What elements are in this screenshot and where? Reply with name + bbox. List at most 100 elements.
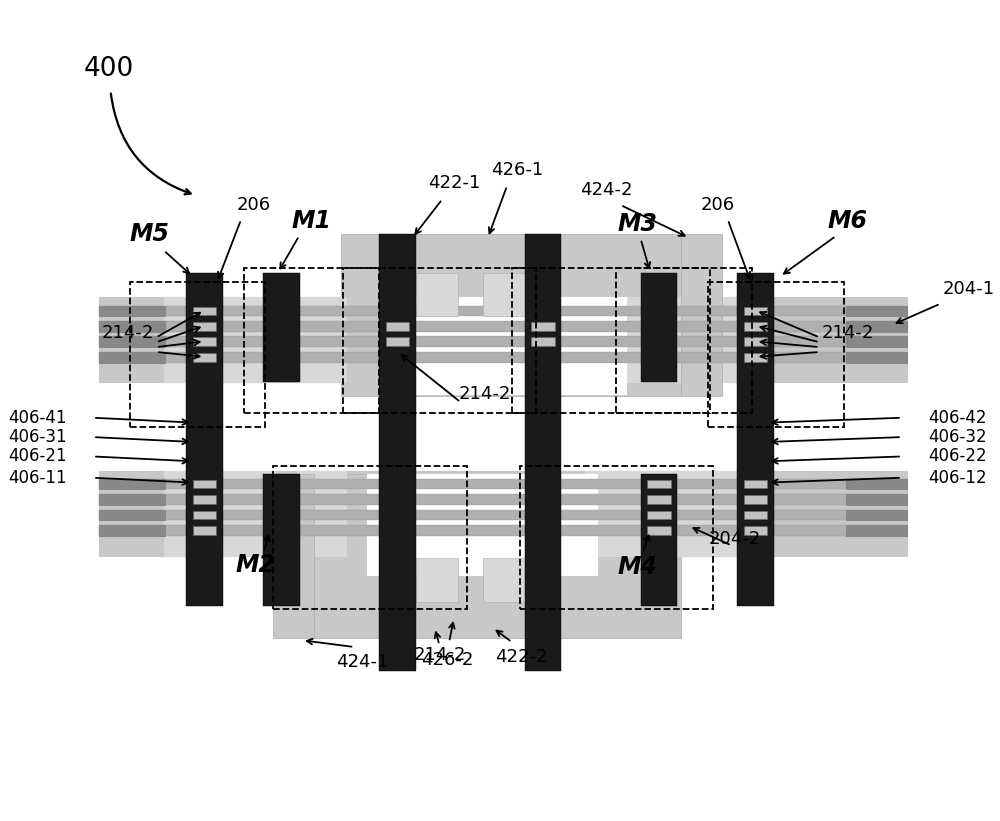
- Bar: [367, 474, 597, 576]
- Text: M5: M5: [129, 222, 169, 246]
- Bar: [638, 297, 749, 382]
- Bar: [193, 511, 216, 520]
- Bar: [99, 471, 907, 556]
- Text: 214-2: 214-2: [459, 384, 511, 402]
- Text: 214-2: 214-2: [413, 646, 466, 663]
- Bar: [531, 322, 555, 331]
- Bar: [846, 305, 907, 316]
- Bar: [99, 321, 907, 332]
- Text: 424-1: 424-1: [336, 653, 388, 671]
- Text: 406-12: 406-12: [928, 469, 987, 487]
- Bar: [846, 525, 907, 536]
- Bar: [99, 297, 907, 382]
- Text: 400: 400: [83, 57, 134, 82]
- Bar: [379, 234, 416, 672]
- Text: 406-42: 406-42: [928, 409, 986, 427]
- Bar: [343, 268, 536, 413]
- Bar: [585, 471, 641, 556]
- Bar: [273, 466, 467, 609]
- Bar: [744, 495, 767, 504]
- Bar: [846, 321, 907, 332]
- Bar: [99, 510, 907, 521]
- Bar: [512, 268, 710, 413]
- Text: 422-1: 422-1: [428, 174, 480, 191]
- Bar: [520, 466, 713, 609]
- Bar: [99, 494, 907, 505]
- Bar: [396, 297, 626, 393]
- Text: 426-1: 426-1: [491, 161, 543, 179]
- Text: 426-2: 426-2: [421, 650, 473, 668]
- Bar: [744, 479, 767, 488]
- Bar: [99, 352, 165, 363]
- Bar: [164, 471, 275, 556]
- Text: 406-22: 406-22: [928, 447, 987, 466]
- Bar: [244, 268, 379, 413]
- Bar: [193, 526, 216, 534]
- Bar: [416, 273, 458, 316]
- Text: 206: 206: [701, 196, 735, 214]
- Text: M3: M3: [618, 213, 658, 236]
- Text: 406-11: 406-11: [8, 469, 67, 487]
- Bar: [99, 525, 907, 536]
- Bar: [312, 474, 681, 638]
- Bar: [846, 479, 907, 489]
- Bar: [99, 337, 907, 347]
- Bar: [263, 474, 300, 607]
- Bar: [483, 273, 525, 316]
- Bar: [297, 297, 346, 382]
- Bar: [193, 322, 216, 331]
- Bar: [681, 234, 722, 397]
- Bar: [193, 306, 216, 315]
- Text: 406-31: 406-31: [8, 428, 67, 446]
- Bar: [616, 268, 752, 413]
- Bar: [744, 337, 767, 346]
- Bar: [647, 495, 671, 504]
- Text: 406-41: 406-41: [8, 409, 67, 427]
- Text: M1: M1: [292, 209, 332, 233]
- Bar: [386, 337, 409, 346]
- Text: 204-1: 204-1: [942, 280, 995, 298]
- Bar: [130, 282, 265, 428]
- Bar: [846, 352, 907, 363]
- Bar: [297, 471, 346, 556]
- Bar: [744, 322, 767, 331]
- Bar: [641, 474, 677, 607]
- Bar: [744, 526, 767, 534]
- Bar: [263, 273, 300, 382]
- Bar: [647, 479, 671, 488]
- Text: 422-2: 422-2: [495, 648, 548, 666]
- Text: M2: M2: [236, 553, 276, 577]
- Text: 206: 206: [237, 196, 271, 214]
- Bar: [483, 558, 525, 602]
- Bar: [193, 479, 216, 488]
- Text: 406-21: 406-21: [8, 447, 67, 466]
- Bar: [647, 511, 671, 520]
- Text: M6: M6: [828, 209, 868, 233]
- Bar: [99, 321, 165, 332]
- Bar: [99, 352, 907, 363]
- Bar: [193, 337, 216, 346]
- Bar: [647, 526, 671, 534]
- Bar: [99, 305, 165, 316]
- Bar: [99, 479, 165, 489]
- Text: 214-2: 214-2: [822, 323, 874, 342]
- Bar: [585, 297, 641, 382]
- Bar: [846, 510, 907, 521]
- Text: 424-2: 424-2: [580, 181, 632, 200]
- Bar: [744, 306, 767, 315]
- Bar: [525, 234, 561, 672]
- Text: 204-2: 204-2: [708, 530, 761, 548]
- Bar: [99, 510, 165, 521]
- Bar: [708, 282, 844, 428]
- Text: 406-32: 406-32: [928, 428, 987, 446]
- Text: M4: M4: [618, 555, 658, 579]
- Bar: [386, 322, 409, 331]
- Bar: [744, 511, 767, 520]
- Bar: [341, 234, 681, 397]
- Bar: [638, 471, 749, 556]
- Bar: [744, 353, 767, 361]
- Text: 214-2: 214-2: [102, 323, 154, 342]
- Bar: [99, 479, 907, 489]
- Bar: [193, 353, 216, 361]
- Bar: [273, 474, 314, 638]
